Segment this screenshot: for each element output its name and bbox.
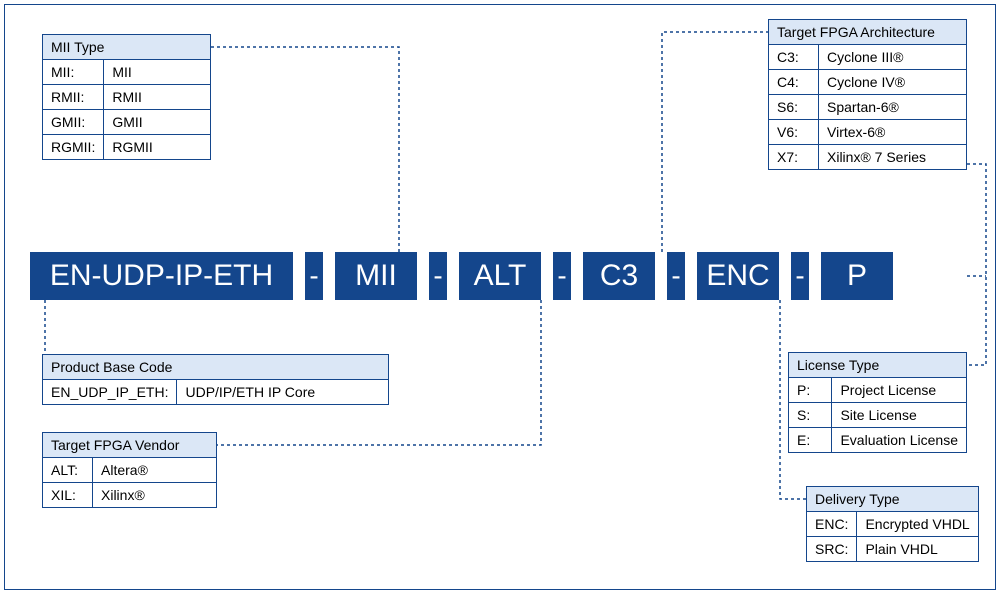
row-value: Encrypted VHDL xyxy=(857,512,978,537)
table-title: Target FPGA Vendor xyxy=(43,433,217,458)
row-value: Altera® xyxy=(93,458,217,483)
info-table-target-vendor: Target FPGA VendorALT:Altera®XIL:Xilinx® xyxy=(42,432,217,508)
row-key: P: xyxy=(789,378,832,403)
code-part: C3 xyxy=(583,252,655,300)
row-key: S: xyxy=(789,403,832,428)
table-row: SRC:Plain VHDL xyxy=(807,537,979,562)
row-key: ENC: xyxy=(807,512,857,537)
row-value: Evaluation License xyxy=(832,428,967,453)
row-key: C4: xyxy=(769,70,819,95)
table-row: EN_UDP_IP_ETH:UDP/IP/ETH IP Core xyxy=(43,380,389,405)
row-value: Project License xyxy=(832,378,967,403)
code-separator: - xyxy=(553,252,571,300)
row-value: MII xyxy=(104,60,211,85)
row-value: GMII xyxy=(104,110,211,135)
info-table-target-arch: Target FPGA ArchitectureC3:Cyclone III®C… xyxy=(768,19,967,170)
table-row: S6:Spartan-6® xyxy=(769,95,967,120)
table-title: License Type xyxy=(789,353,967,378)
table-row: XIL:Xilinx® xyxy=(43,483,217,508)
info-table-mii-type: MII TypeMII:MIIRMII:RMIIGMII:GMIIRGMII:R… xyxy=(42,34,211,160)
table-row: P:Project License xyxy=(789,378,967,403)
row-value: UDP/IP/ETH IP Core xyxy=(177,380,389,405)
row-key: X7: xyxy=(769,145,819,170)
row-key: ALT: xyxy=(43,458,93,483)
row-value: RMII xyxy=(104,85,211,110)
row-value: Xilinx® xyxy=(93,483,217,508)
table-row: E:Evaluation License xyxy=(789,428,967,453)
row-value: Virtex-6® xyxy=(819,120,967,145)
table-row: C4:Cyclone IV® xyxy=(769,70,967,95)
row-value: RGMII xyxy=(104,135,211,160)
code-part: ENC xyxy=(697,252,779,300)
row-key: EN_UDP_IP_ETH: xyxy=(43,380,177,405)
row-key: E: xyxy=(789,428,832,453)
table-row: MII:MII xyxy=(43,60,211,85)
code-part: P xyxy=(821,252,893,300)
code-part: EN-UDP-IP-ETH xyxy=(30,252,293,300)
table-title: Product Base Code xyxy=(43,355,389,380)
info-table-product-base: Product Base CodeEN_UDP_IP_ETH:UDP/IP/ET… xyxy=(42,354,389,405)
row-key: MII: xyxy=(43,60,104,85)
table-title: Target FPGA Architecture xyxy=(769,20,967,45)
table-row: ENC:Encrypted VHDL xyxy=(807,512,979,537)
info-table-license-type: License TypeP:Project LicenseS:Site Lice… xyxy=(788,352,967,453)
row-value: Plain VHDL xyxy=(857,537,978,562)
row-value: Spartan-6® xyxy=(819,95,967,120)
table-row: C3:Cyclone III® xyxy=(769,45,967,70)
table-row: RMII:RMII xyxy=(43,85,211,110)
table-title: MII Type xyxy=(43,35,211,60)
row-key: C3: xyxy=(769,45,819,70)
table-row: V6:Virtex-6® xyxy=(769,120,967,145)
row-key: GMII: xyxy=(43,110,104,135)
table-title: Delivery Type xyxy=(807,487,979,512)
code-part: MII xyxy=(335,252,417,300)
row-key: S6: xyxy=(769,95,819,120)
row-key: RGMII: xyxy=(43,135,104,160)
code-separator: - xyxy=(791,252,809,300)
row-key: RMII: xyxy=(43,85,104,110)
row-key: SRC: xyxy=(807,537,857,562)
row-value: Cyclone III® xyxy=(819,45,967,70)
table-row: X7:Xilinx® 7 Series xyxy=(769,145,967,170)
row-key: XIL: xyxy=(43,483,93,508)
row-value: Xilinx® 7 Series xyxy=(819,145,967,170)
row-value: Site License xyxy=(832,403,967,428)
info-table-delivery-type: Delivery TypeENC:Encrypted VHDLSRC:Plain… xyxy=(806,486,979,562)
row-key: V6: xyxy=(769,120,819,145)
product-code-strip: EN-UDP-IP-ETH-MII-ALT-C3-ENC-P xyxy=(30,252,893,300)
code-part: ALT xyxy=(459,252,541,300)
table-row: ALT:Altera® xyxy=(43,458,217,483)
table-row: S:Site License xyxy=(789,403,967,428)
code-separator: - xyxy=(305,252,323,300)
code-separator: - xyxy=(429,252,447,300)
code-separator: - xyxy=(667,252,685,300)
table-row: RGMII:RGMII xyxy=(43,135,211,160)
row-value: Cyclone IV® xyxy=(819,70,967,95)
table-row: GMII:GMII xyxy=(43,110,211,135)
